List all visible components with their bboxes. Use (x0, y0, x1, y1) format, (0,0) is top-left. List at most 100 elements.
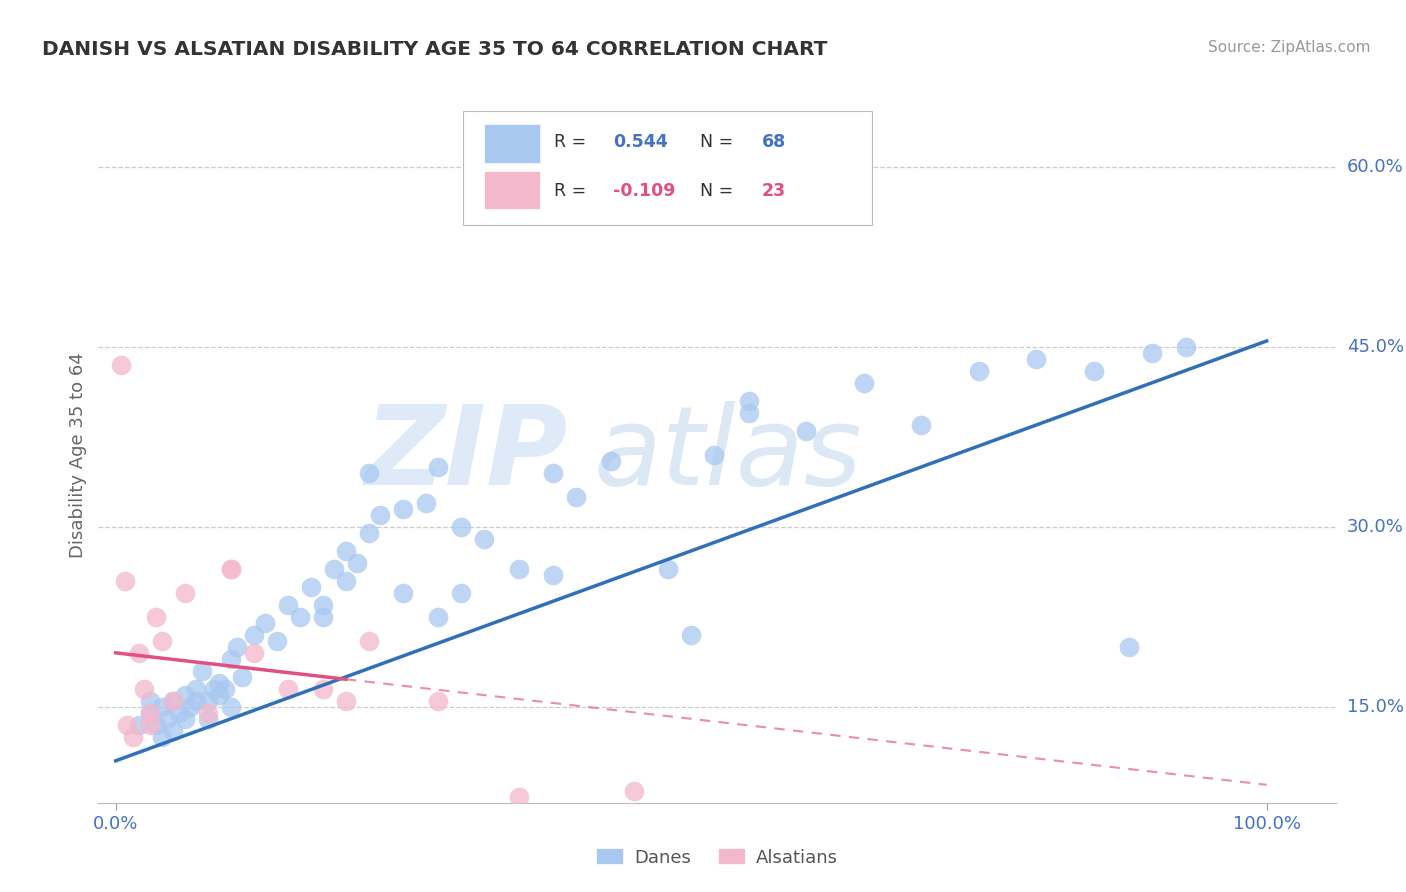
Point (277, 598, 299, 612)
Point (508, 789, 530, 804)
Point (450, 520, 472, 534)
Text: 45.0%: 45.0% (1347, 338, 1405, 356)
Point (426, 610, 449, 624)
Point (208, 688, 231, 702)
Point (967, 364, 990, 378)
Point (150, 633, 173, 648)
Point (681, 628, 703, 642)
Point (738, 406, 761, 420)
Point (122, 730, 145, 744)
Point (173, 712, 195, 726)
Text: ZIP: ZIP (366, 401, 568, 508)
Point (357, 466, 380, 480)
Point (599, 454, 621, 468)
Point (254, 615, 277, 630)
Point (145, 718, 167, 732)
Point (197, 706, 219, 720)
Point (370, 508, 392, 522)
Point (139, 718, 162, 732)
Point (179, 699, 201, 714)
Text: 0.544: 0.544 (613, 133, 668, 151)
Point (392, 502, 415, 516)
Point (231, 670, 253, 684)
Point (392, 586, 415, 600)
Point (623, 784, 645, 798)
Point (910, 417, 932, 432)
Text: -0.109: -0.109 (613, 182, 675, 200)
Point (202, 681, 225, 696)
Text: R =: R = (554, 182, 592, 200)
Point (162, 694, 184, 708)
Text: atlas: atlas (593, 401, 862, 508)
Point (197, 712, 219, 726)
Point (114, 574, 136, 588)
Point (1025, 351, 1047, 366)
Point (738, 393, 761, 408)
Bar (485, 124, 540, 162)
Point (243, 628, 266, 642)
Text: DANISH VS ALSATIAN DISABILITY AGE 35 TO 64 CORRELATION CHART: DANISH VS ALSATIAN DISABILITY AGE 35 TO … (42, 40, 828, 59)
Point (197, 694, 219, 708)
Point (312, 681, 335, 696)
Point (323, 562, 346, 576)
Point (312, 598, 335, 612)
Point (115, 718, 138, 732)
Point (162, 723, 184, 738)
Point (243, 646, 266, 660)
FancyBboxPatch shape (464, 111, 872, 226)
Point (852, 376, 875, 390)
Point (450, 586, 472, 600)
Point (335, 694, 357, 708)
Bar (485, 171, 540, 210)
Point (335, 544, 357, 558)
Text: N =: N = (700, 182, 738, 200)
Text: 68: 68 (762, 133, 786, 151)
Point (139, 706, 162, 720)
Point (128, 646, 150, 660)
Point (225, 640, 247, 654)
Point (703, 448, 725, 462)
Point (191, 664, 214, 678)
Point (312, 610, 335, 624)
Point (110, 358, 132, 372)
Text: 15.0%: 15.0% (1347, 698, 1403, 716)
Point (150, 699, 173, 714)
Legend: Danes, Alsatians: Danes, Alsatians (589, 841, 845, 874)
Point (357, 633, 380, 648)
Point (219, 652, 242, 666)
Point (508, 562, 530, 576)
Point (219, 562, 242, 576)
Point (173, 688, 195, 702)
Point (288, 610, 311, 624)
Point (426, 459, 449, 474)
Point (214, 681, 236, 696)
Point (156, 712, 179, 726)
Point (150, 730, 173, 744)
Point (266, 633, 288, 648)
Point (186, 681, 208, 696)
Point (657, 562, 679, 576)
Point (208, 676, 231, 690)
Point (335, 574, 357, 588)
Point (167, 706, 190, 720)
Point (186, 694, 208, 708)
Text: R =: R = (554, 133, 592, 151)
Point (426, 694, 449, 708)
Point (139, 694, 162, 708)
Point (173, 586, 195, 600)
Point (277, 681, 299, 696)
Text: N =: N = (700, 133, 738, 151)
Text: 30.0%: 30.0% (1347, 518, 1403, 536)
Point (219, 699, 242, 714)
Point (794, 424, 817, 438)
Point (1118, 640, 1140, 654)
Point (472, 532, 495, 546)
Point (162, 694, 184, 708)
Point (219, 562, 242, 576)
Point (565, 490, 588, 504)
Point (415, 496, 437, 510)
Y-axis label: Disability Age 35 to 64: Disability Age 35 to 64 (69, 352, 87, 558)
Point (357, 525, 380, 540)
Text: Source: ZipAtlas.com: Source: ZipAtlas.com (1208, 40, 1371, 55)
Text: 23: 23 (762, 182, 786, 200)
